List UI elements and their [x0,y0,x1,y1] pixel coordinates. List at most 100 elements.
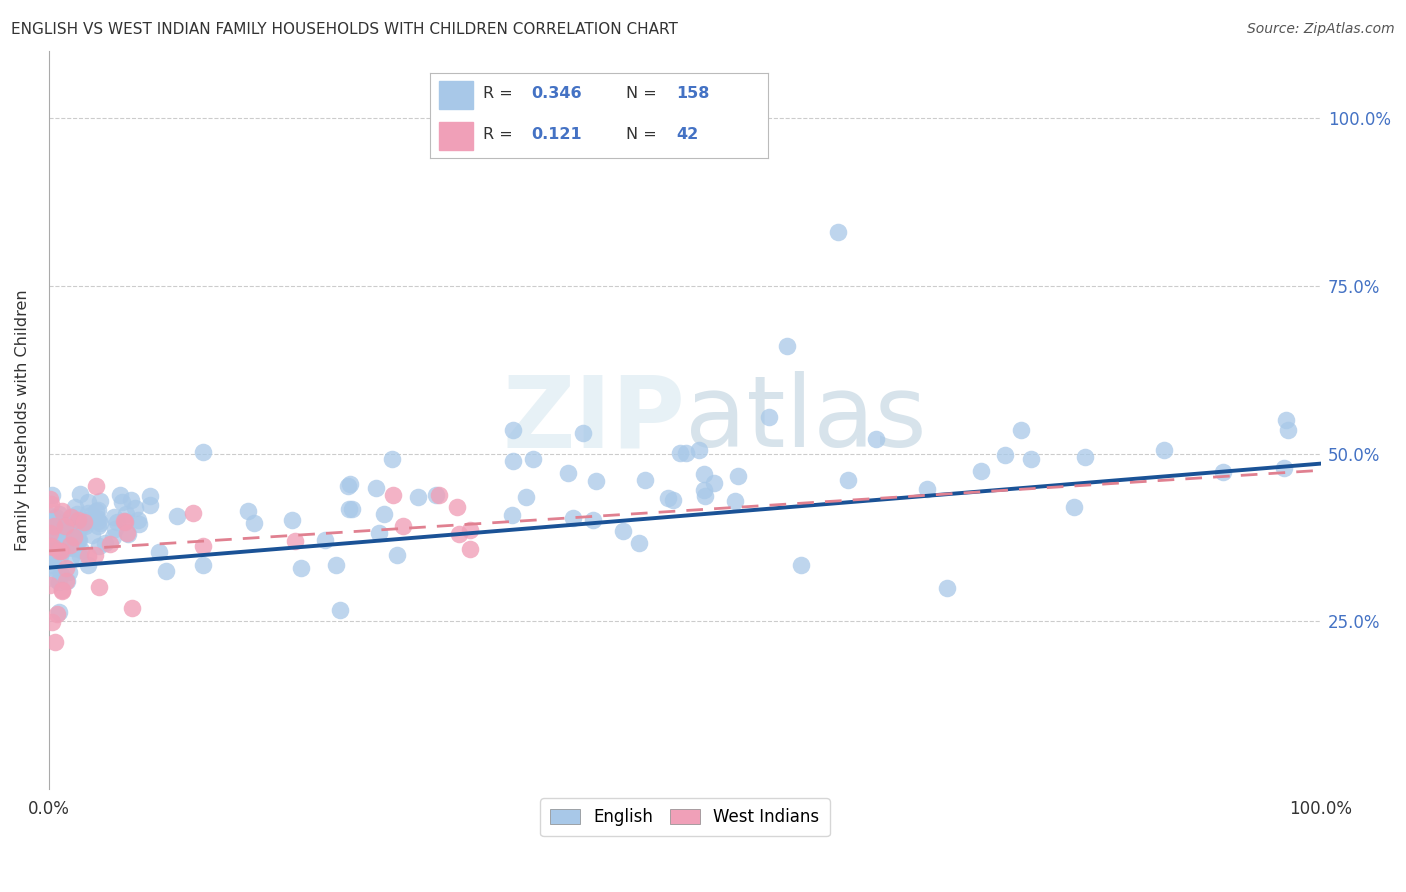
Point [87,503,110,517]
Point [48,544,70,558]
Point [44,530,66,544]
Point [382,488,405,502]
Point [657,491,679,506]
Point [724,494,747,508]
Point [39,523,62,537]
Point [243,516,266,530]
Point [48,575,70,590]
Point [89,516,111,530]
Point [776,339,799,353]
Point [148,545,170,559]
Point [63,519,86,533]
Point [87,581,110,595]
Point [39,509,62,524]
Point [191,558,214,572]
Point [103,510,125,524]
Point [56,540,79,554]
Point [117,527,139,541]
Point [612,524,634,538]
Point [73,516,96,530]
Point [76,549,98,563]
Point [62,530,84,544]
Point [329,603,352,617]
Point [281,513,304,527]
Point [80,508,103,522]
Point [139,489,162,503]
Point [59,521,82,535]
Point [166,509,188,524]
Point [1153,443,1175,458]
Point [429,488,451,502]
Point [117,526,139,541]
Point [111,495,134,509]
Point [128,516,150,531]
Point [703,476,725,491]
Point [86,519,108,533]
Point [994,449,1017,463]
Point [114,515,136,529]
Point [124,501,146,516]
Point [758,410,780,425]
Point [41,488,63,502]
Point [72,514,94,528]
Point [368,525,391,540]
Point [1275,413,1298,427]
Point [48,606,70,620]
Point [76,558,98,572]
Point [447,527,470,541]
Point [51,566,73,581]
Point [63,530,86,544]
Point [55,574,77,588]
Point [522,451,544,466]
Point [39,535,62,549]
Point [73,516,96,531]
Point [42,561,65,575]
Point [59,549,82,564]
Point [181,506,204,520]
Point [727,469,749,483]
Point [115,507,138,521]
Point [65,500,87,515]
Point [67,516,90,530]
Point [502,423,524,437]
Point [366,481,388,495]
Point [1073,450,1095,464]
Point [51,582,73,597]
Point [66,532,89,546]
Point [138,499,160,513]
Point [688,443,710,458]
Point [69,543,91,558]
Point [693,483,716,497]
Point [45,510,67,524]
Point [86,511,108,525]
Point [51,504,73,518]
Point [49,549,72,564]
Point [46,524,69,539]
Point [67,533,90,547]
Point [314,533,336,547]
Point [562,511,585,525]
Point [191,445,214,459]
Point [39,491,62,506]
Text: atlas: atlas [685,371,927,468]
Point [837,473,859,487]
Point [52,542,75,557]
Point [39,550,62,565]
Point [55,541,77,555]
Point [82,528,104,542]
Point [114,514,136,528]
Point [56,518,79,533]
Point [284,533,307,548]
Point [75,518,97,533]
Point [66,508,89,522]
Point [53,516,76,530]
Y-axis label: Family Households with Children: Family Households with Children [15,289,30,550]
Point [49,523,72,537]
Point [45,543,67,558]
Point [120,493,142,508]
Point [337,502,360,516]
Point [39,526,62,541]
Point [76,513,98,527]
Point [69,519,91,533]
Text: ENGLISH VS WEST INDIAN FAMILY HOUSEHOLDS WITH CHILDREN CORRELATION CHART: ENGLISH VS WEST INDIAN FAMILY HOUSEHOLDS… [11,22,678,37]
